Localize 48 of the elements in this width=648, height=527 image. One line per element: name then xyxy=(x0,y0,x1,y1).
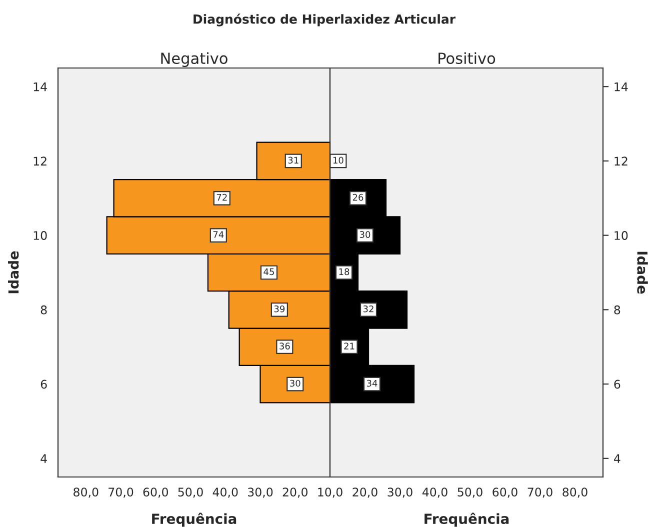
data-label: 26 xyxy=(352,194,364,201)
x-tick-label: 40,0 xyxy=(212,488,238,498)
y-tick-label: 14 xyxy=(614,82,628,92)
x-axis-title: Frequência xyxy=(424,512,509,527)
data-label: 39 xyxy=(274,305,285,312)
y-tick-label: 8 xyxy=(614,305,620,314)
data-label: 10 xyxy=(333,156,344,164)
data-label: 36 xyxy=(280,342,290,350)
x-tick-label: 10,0 xyxy=(318,488,342,498)
x-tick-label: 20,0 xyxy=(352,488,378,498)
data-label: 30 xyxy=(360,231,370,238)
data-label: 21 xyxy=(344,342,354,350)
y-tick-label: 4 xyxy=(40,454,47,463)
x-tick-label: 60,0 xyxy=(143,488,168,498)
y-axis-title: Idade xyxy=(637,252,648,294)
y-axis-title: Idade xyxy=(8,251,19,294)
y-tick-label: 8 xyxy=(40,305,47,314)
data-label: 72 xyxy=(216,194,227,201)
data-label: 74 xyxy=(213,231,224,238)
x-tick-label: 70,0 xyxy=(528,488,552,498)
x-tick-label: 40,0 xyxy=(422,488,448,498)
x-tick-label: 30,0 xyxy=(248,488,273,498)
x-tick-label: 80,0 xyxy=(74,488,98,498)
chart-title: Positivo xyxy=(438,52,496,64)
y-tick-label: 12 xyxy=(614,156,628,166)
y-tick-label: 10 xyxy=(614,231,628,240)
x-tick-label: 70,0 xyxy=(108,488,134,498)
y-tick-label: 14 xyxy=(34,82,47,92)
y-tick-label: 6 xyxy=(40,380,47,389)
x-tick-label: 20,0 xyxy=(282,488,308,498)
data-label: 45 xyxy=(264,268,274,276)
data-label: 30 xyxy=(290,380,300,387)
x-tick-label: 50,0 xyxy=(458,488,482,498)
y-tick-label: 4 xyxy=(614,454,620,463)
y-tick-label: 10 xyxy=(34,231,47,240)
data-label: 32 xyxy=(363,305,374,312)
x-tick-label: 60,0 xyxy=(492,488,518,498)
chart-title: Negativo xyxy=(161,52,228,68)
x-tick-label: 30,0 xyxy=(388,488,412,498)
y-tick-label: 6 xyxy=(614,380,620,389)
x-tick-label: 50,0 xyxy=(178,488,203,498)
text: Diagnóstico de Hiperlaxidez Articular xyxy=(194,14,456,26)
y-tick-label: 12 xyxy=(34,156,46,166)
x-axis-title: Frequência xyxy=(152,512,236,527)
x-tick-label: 80,0 xyxy=(562,488,588,498)
data-label: 31 xyxy=(288,156,298,164)
data-label: 18 xyxy=(339,268,350,276)
data-label: 34 xyxy=(366,380,378,387)
